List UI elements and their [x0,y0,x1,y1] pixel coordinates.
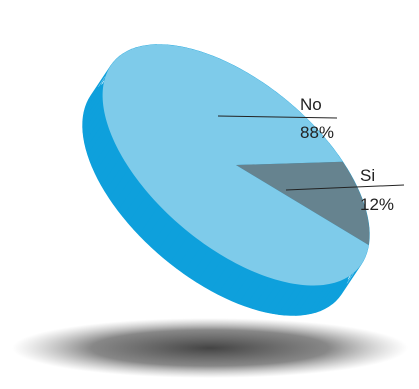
label-si: Si 12% [285,166,405,214]
slice-value-si: 12% [360,195,394,214]
slice-si [236,161,370,246]
slice-no [102,44,369,286]
leader-line-no [217,115,338,119]
pie-body [82,44,370,316]
slice-value-no: 88% [300,123,334,142]
pie-shadow [12,318,408,378]
leader-line-si [285,184,405,191]
slice-label-si: Si [360,166,375,185]
slice-label-no: No [300,95,322,114]
label-no: No 88% [217,95,338,142]
